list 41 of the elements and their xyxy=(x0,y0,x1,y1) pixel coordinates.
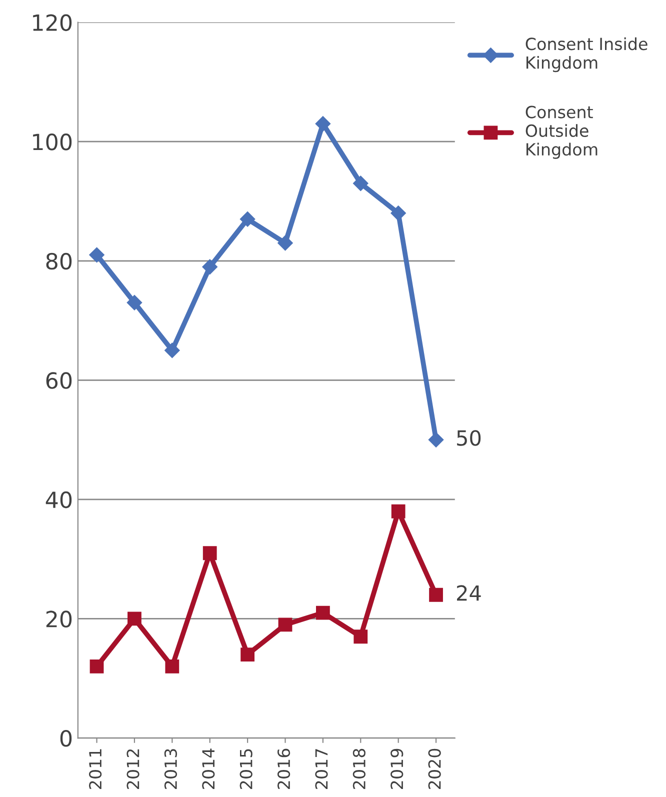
y-tick-label: 0 xyxy=(60,730,72,747)
point xyxy=(316,606,330,620)
point xyxy=(202,259,218,274)
point xyxy=(164,342,180,358)
point xyxy=(353,176,368,191)
x-tick-label: 2016 xyxy=(277,748,290,789)
point xyxy=(428,432,444,448)
point xyxy=(128,612,142,626)
point xyxy=(165,660,180,674)
data-label: 50 xyxy=(457,430,481,446)
x-tick-label: 2014 xyxy=(202,748,215,789)
point xyxy=(429,588,443,602)
point xyxy=(391,504,406,518)
x-tick-label: 2017 xyxy=(315,749,328,789)
x-tick-label: 2019 xyxy=(390,748,404,789)
x-tick-label: 2011 xyxy=(89,749,102,789)
legend-label: Consent Outside Kingdom xyxy=(526,106,598,159)
point xyxy=(202,546,217,560)
y-tick-label: 20 xyxy=(46,610,72,628)
point xyxy=(90,660,104,674)
point xyxy=(240,648,254,662)
y-tick-label: 120 xyxy=(33,14,72,32)
legend-label: Consent Inside Kingdom xyxy=(526,37,648,72)
point xyxy=(354,630,368,644)
point xyxy=(390,206,406,221)
y-tick-label: 100 xyxy=(33,134,72,150)
point xyxy=(126,295,142,310)
x-tick-label: 2015 xyxy=(240,749,252,789)
x-tick-label: 2013 xyxy=(164,749,177,789)
point xyxy=(240,212,256,227)
y-tick-label: 40 xyxy=(46,491,72,508)
y-tick-label: 80 xyxy=(46,252,72,270)
point xyxy=(315,116,331,132)
x-tick-label: 2020 xyxy=(428,748,441,789)
y-tick-label: 60 xyxy=(46,372,72,389)
point xyxy=(278,618,292,632)
data-label: 24 xyxy=(457,585,481,601)
point xyxy=(89,247,104,262)
point xyxy=(278,235,293,251)
x-tick-label: 2018 xyxy=(352,748,366,789)
x-tick-label: 2012 xyxy=(126,749,140,789)
